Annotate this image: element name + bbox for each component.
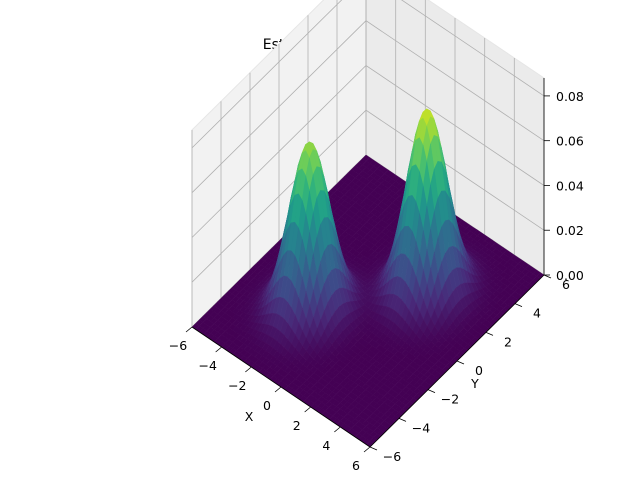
x-tick-label: −6 (169, 338, 187, 353)
x-tick-label: −4 (198, 358, 216, 373)
z-tick-label: 0.06 (556, 134, 584, 149)
x-tick-mark (304, 406, 311, 413)
x-tick-label: 2 (293, 418, 301, 433)
y-tick-label: 4 (533, 306, 541, 321)
z-grid-line-4 (191, 0, 545, 149)
x-tick-mark (363, 446, 371, 453)
y-tick-label: 2 (504, 334, 512, 349)
x-tick-mark (215, 346, 222, 353)
z-grid-line-3 (191, 20, 545, 193)
y-tick-label: −6 (383, 449, 401, 464)
y-tick-mark (514, 303, 523, 308)
y-tick-mark (456, 360, 465, 365)
x-tick-label: 6 (352, 458, 360, 473)
z-grid-line-2 (191, 64, 545, 238)
y-tick-mark (427, 389, 436, 394)
y-tick-label: 6 (562, 277, 570, 292)
x-tick-mark (274, 386, 282, 393)
y-tick-mark (369, 446, 378, 451)
z-grid-line-1 (191, 109, 545, 283)
x-tick-label: −2 (228, 378, 246, 393)
y-tick-mark (485, 331, 494, 336)
z-tick-label: 0.04 (556, 179, 584, 194)
z-tick-label: 0.00 (556, 268, 584, 283)
x-tick-mark (185, 326, 193, 333)
y-tick-mark (398, 417, 407, 422)
z-tick-label: 0.08 (556, 89, 584, 104)
x-axis-label: X (245, 409, 254, 424)
x-tick-label: 0 (263, 398, 271, 413)
density-surface (191, 108, 545, 448)
x-tick-label: 4 (322, 438, 330, 453)
x-tick-mark (245, 366, 252, 373)
y-tick-mark (543, 274, 552, 279)
y-tick-label: 0 (475, 363, 483, 378)
y-tick-label: −2 (441, 392, 459, 407)
x-tick-mark (334, 426, 341, 433)
z-tick-label: 0.02 (556, 223, 584, 238)
y-tick-label: −4 (412, 420, 430, 435)
y-axis-label: Y (470, 376, 479, 391)
